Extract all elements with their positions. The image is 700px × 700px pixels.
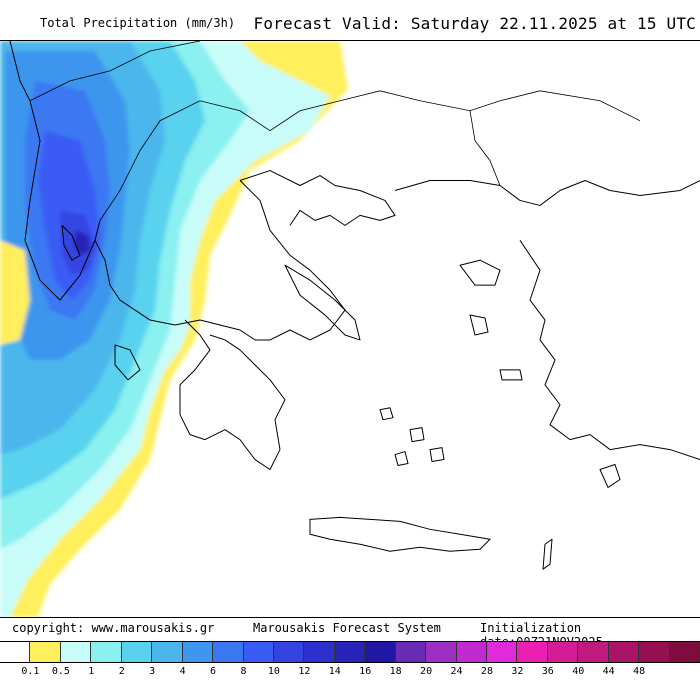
coast-anatolia xyxy=(519,240,700,461)
scale-swatch xyxy=(304,642,335,662)
coastlines xyxy=(9,41,700,570)
scale-label: 44 xyxy=(602,666,615,677)
scale-label: 10 xyxy=(267,666,280,677)
scale-swatch xyxy=(426,642,457,662)
scale-swatch xyxy=(487,642,518,662)
scale-swatch xyxy=(182,642,214,662)
coast-cyclades-2 xyxy=(409,427,425,443)
coast-western-greece xyxy=(94,240,256,341)
color-scale-bar xyxy=(0,641,700,663)
scale-swatch xyxy=(273,642,305,662)
scale-label: 28 xyxy=(480,666,493,677)
border-bulgaria xyxy=(339,90,641,122)
coast-cyclades-1 xyxy=(379,407,394,421)
scale-label: 20 xyxy=(420,666,433,677)
scale-label: 0.1 xyxy=(21,666,40,677)
border-north xyxy=(29,41,201,102)
precip-patch-west xyxy=(0,240,30,345)
coast-chios xyxy=(469,314,489,336)
scale-swatch xyxy=(152,642,183,662)
coast-corfu xyxy=(61,224,81,261)
scale-label: 6 xyxy=(210,666,217,677)
scale-label: 18 xyxy=(389,666,402,677)
scale-label: 14 xyxy=(328,666,341,677)
scale-swatch xyxy=(608,642,640,662)
scale-swatch xyxy=(395,642,427,662)
map-title: Total Precipitation (mm/3h) xyxy=(40,16,236,30)
coast-chalkidiki xyxy=(239,170,396,226)
scale-swatch xyxy=(578,642,609,662)
scale-label: 32 xyxy=(511,666,524,677)
scale-swatch xyxy=(456,642,487,662)
coast-crete xyxy=(309,516,491,552)
map-header: Total Precipitation (mm/3h) Forecast Val… xyxy=(0,0,700,40)
scale-swatch xyxy=(639,642,670,662)
scale-label: 1 xyxy=(88,666,95,677)
coast-central-greece xyxy=(239,180,346,341)
precipitation-map xyxy=(0,40,700,618)
scale-swatch xyxy=(517,642,548,662)
coast-karpathos xyxy=(542,538,553,570)
coast-samos xyxy=(499,369,523,381)
scale-swatch xyxy=(669,642,700,662)
scale-swatch xyxy=(547,642,579,662)
scale-label: 4 xyxy=(179,666,186,677)
scale-label: 3 xyxy=(149,666,156,677)
scale-swatch xyxy=(0,642,31,662)
scale-label: 8 xyxy=(240,666,247,677)
precipitation-field xyxy=(0,41,348,617)
scale-swatch xyxy=(243,642,274,662)
map-footer: copyright: www.marousakis.gr Marousakis … xyxy=(0,618,700,649)
coast-rhodes xyxy=(599,464,621,488)
scale-label: 0.5 xyxy=(51,666,70,677)
scale-label: 2 xyxy=(118,666,125,677)
coast-albania xyxy=(9,41,101,301)
scale-swatch xyxy=(213,642,244,662)
color-scale-labels: 0.1 0.5 1 2 3 4 6 8 10 12 14 16 18 20 24 28 32 36 40 44 48 xyxy=(0,664,700,684)
scale-swatch xyxy=(334,642,366,662)
coast-peloponnese xyxy=(179,319,286,471)
coast-lesvos xyxy=(459,259,501,286)
coast-euboea xyxy=(284,264,361,341)
scale-swatch xyxy=(365,642,396,662)
scale-label: 40 xyxy=(572,666,585,677)
scale-label: 24 xyxy=(450,666,463,677)
coast-thrace xyxy=(394,180,700,206)
scale-swatch xyxy=(30,642,61,662)
border-albania-greece xyxy=(99,100,341,221)
coast-kefalonia xyxy=(114,344,141,381)
coast-cyclades-3 xyxy=(429,447,445,463)
scale-swatch xyxy=(60,642,92,662)
scale-label: 16 xyxy=(359,666,372,677)
border-turkey xyxy=(469,110,501,186)
copyright-text: copyright: www.marousakis.gr xyxy=(12,621,215,635)
forecast-valid-time: Forecast Valid: Saturday 22.11.2025 at 1… xyxy=(253,14,696,33)
coast-cyclades-4 xyxy=(394,451,409,467)
scale-swatch xyxy=(121,642,153,662)
scale-label: 48 xyxy=(633,666,646,677)
scale-label: 36 xyxy=(541,666,554,677)
forecast-system-name: Marousakis Forecast System xyxy=(253,621,441,635)
scale-label: 12 xyxy=(298,666,311,677)
borders xyxy=(29,41,641,221)
scale-swatch xyxy=(91,642,122,662)
